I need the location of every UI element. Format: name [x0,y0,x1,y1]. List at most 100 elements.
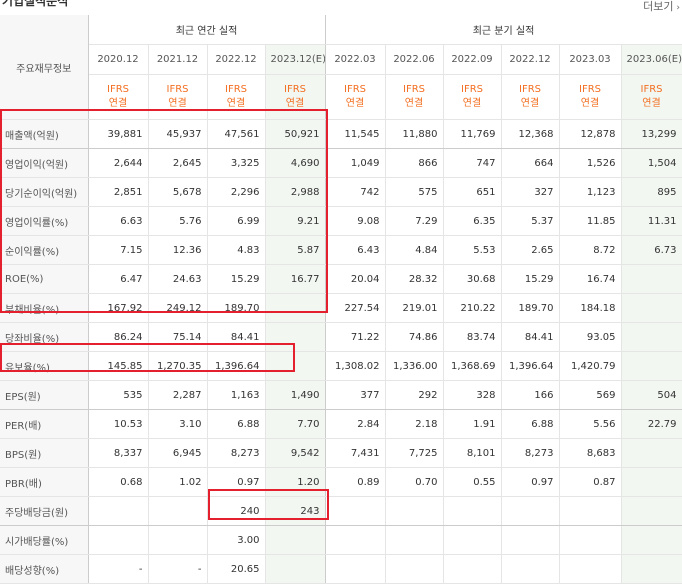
data-cell [385,554,444,584]
corner-label: 주요재무정보 [0,15,89,120]
table-row: EPS(원) 535 2,287 1,163 1,490 377 292 328 166 569 5… [0,380,682,410]
quarter-group-header: 최근 분기 실적 [325,15,682,45]
data-cell: 5,678 [148,177,208,207]
period-header: 2022.12 [207,44,266,75]
data-cell: 39,881 [88,119,149,149]
data-cell: 12,368 [501,119,560,149]
data-cell: 11.85 [559,206,622,236]
row-label: PBR(배) [0,467,89,497]
more-label: 더보기 [643,0,674,13]
data-cell: 1,396.64 [207,351,266,381]
data-cell: 6.35 [443,206,502,236]
data-cell: 166 [501,380,560,410]
ifrs-label: IFRS 연결 [443,74,502,120]
ifrs-line2: 연결 [168,98,187,109]
data-cell [265,351,326,381]
data-cell [443,554,502,584]
data-cell: 6.47 [88,264,149,294]
row-label: 순이익률(%) [0,235,89,265]
data-cell [621,264,682,294]
data-cell: 328 [443,380,502,410]
data-cell: 895 [621,177,682,207]
data-cell: 2,851 [88,177,149,207]
data-cell: 4,690 [265,148,326,178]
ifrs-label: IFRS 연결 [559,74,622,120]
data-cell: 167.92 [88,293,149,323]
data-cell: 50,921 [265,119,326,149]
data-cell: 10.53 [88,409,149,439]
ifrs-label: IFRS 연결 [207,74,266,120]
data-cell: 71.22 [325,322,386,352]
period-header: 2021.12 [148,44,208,75]
data-cell: 15.29 [501,264,560,294]
data-cell: 5.37 [501,206,560,236]
data-cell: - [148,554,208,584]
ifrs-line1: IFRS [107,84,129,95]
row-label: BPS(원) [0,438,89,468]
period-header: 2022.12 [501,44,560,75]
ifrs-line2: 연결 [580,98,600,109]
data-cell [621,293,682,323]
data-cell: 45,937 [148,119,208,149]
table-row: ROE(%) 6.47 24.63 15.29 16.77 20.04 28.32 30.68… [0,264,682,294]
data-cell [501,554,560,584]
data-cell: 9,542 [265,438,326,468]
ifrs-label: IFRS 연결 [265,74,326,120]
data-cell: 8,101 [443,438,502,468]
data-cell: 1,308.02 [325,351,386,381]
data-cell [385,496,444,526]
data-cell: 11,880 [385,119,444,149]
data-cell: 22.79 [621,409,682,439]
data-cell: 16.77 [265,264,326,294]
ifrs-line2: 연결 [226,98,246,109]
data-cell: 2,988 [265,177,326,207]
period-header: 2020.12 [88,44,149,75]
data-cell: 7,431 [325,438,386,468]
ifrs-line2: 연결 [285,98,305,109]
data-cell: 0.89 [325,467,386,497]
ifrs-header-row: IFRS 연결 IFRS 연결 IFRS 연결 IFRS 연결 IFRS 연결 IFRS 연결 IFRS… [0,74,682,120]
data-cell: 6.88 [207,409,266,439]
data-cell [265,525,326,555]
table-row: 유보율(%) 145.85 1,270.35 1,396.64 1,308.02 1,33… [0,351,682,381]
data-cell: 145.85 [88,351,149,381]
data-cell: 504 [621,380,682,410]
period-header: 2022.03 [325,44,386,75]
data-cell: 11,545 [325,119,386,149]
data-cell [559,496,622,526]
row-label: 영업이익(억원) [0,148,89,178]
ifrs-line1: IFRS [403,84,425,95]
data-cell: 1,396.64 [501,351,560,381]
period-header: 2023.03 [559,44,622,75]
row-label: PER(배) [0,409,89,439]
data-cell: 0.68 [88,467,149,497]
table-row: 배당성향(%) - -20.65 [0,554,682,584]
data-cell: 6.88 [501,409,560,439]
data-cell: 0.97 [501,467,560,497]
more-link[interactable]: 더보기 › [643,0,680,14]
period-header: 2022.09 [443,44,502,75]
data-cell: 5.56 [559,409,622,439]
section-header: 기업실적분석 더보기 › [0,0,682,14]
data-cell: 7,725 [385,438,444,468]
row-label: 당기순이익(억원) [0,177,89,207]
data-cell: 83.74 [443,322,502,352]
data-cell: 651 [443,177,502,207]
table-row: 영업이익률(%) 6.63 5.76 6.99 9.21 9.08 7.29 6.35 5.37… [0,206,682,236]
table-row: 매출액(억원) 39,881 45,937 47,561 50,921 11,545 11,… [0,119,682,149]
data-cell: 2,645 [148,148,208,178]
data-cell: - [88,554,149,584]
data-cell [621,467,682,497]
data-cell: 12,878 [559,119,622,149]
data-cell: 1,526 [559,148,622,178]
data-cell: 2.84 [325,409,386,439]
data-cell [265,554,326,584]
data-cell: 3,325 [207,148,266,178]
table-row: 당기순이익(억원) 2,851 5,678 2,296 2,988 742 575 651 32… [0,177,682,207]
ifrs-line2: 연결 [404,98,424,109]
annual-group-header: 최근 연간 실적 [88,15,326,45]
data-cell [501,496,560,526]
data-cell: 2,287 [148,380,208,410]
row-label: 영업이익률(%) [0,206,89,236]
